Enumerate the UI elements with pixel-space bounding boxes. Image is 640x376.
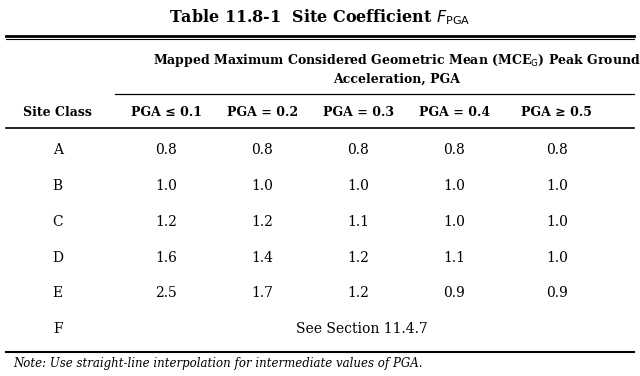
Text: Acceleration, PGA: Acceleration, PGA [333, 73, 460, 85]
Text: Table 11.8-1  Site Coefficient $\mathit{F}_{\mathrm{PGA}}$: Table 11.8-1 Site Coefficient $\mathit{F… [169, 7, 471, 27]
Text: 1.7: 1.7 [252, 286, 273, 300]
Text: Note: Use straight-line interpolation for intermediate values of PGA.: Note: Use straight-line interpolation fo… [13, 358, 422, 370]
Text: 1.0: 1.0 [348, 179, 369, 193]
Text: See Section 11.4.7: See Section 11.4.7 [296, 322, 428, 336]
Text: PGA = 0.3: PGA = 0.3 [323, 106, 394, 119]
Text: 1.6: 1.6 [156, 250, 177, 265]
Text: 0.8: 0.8 [348, 143, 369, 158]
Text: 1.1: 1.1 [348, 215, 369, 229]
Text: 1.0: 1.0 [444, 179, 465, 193]
Text: 1.2: 1.2 [348, 286, 369, 300]
Text: D: D [52, 250, 63, 265]
Text: F: F [52, 322, 63, 336]
Text: PGA = 0.4: PGA = 0.4 [419, 106, 490, 119]
Text: 1.2: 1.2 [156, 215, 177, 229]
Text: 0.8: 0.8 [252, 143, 273, 158]
Text: Site Class: Site Class [23, 106, 92, 119]
Text: E: E [52, 286, 63, 300]
Text: 0.9: 0.9 [444, 286, 465, 300]
Text: 0.9: 0.9 [546, 286, 568, 300]
Text: 1.2: 1.2 [348, 250, 369, 265]
Text: A: A [52, 143, 63, 158]
Text: 1.0: 1.0 [546, 179, 568, 193]
Text: 2.5: 2.5 [156, 286, 177, 300]
Text: 1.0: 1.0 [252, 179, 273, 193]
Text: 1.4: 1.4 [252, 250, 273, 265]
Text: PGA ≥ 0.5: PGA ≥ 0.5 [522, 106, 592, 119]
Text: 1.2: 1.2 [252, 215, 273, 229]
Text: 1.0: 1.0 [156, 179, 177, 193]
Text: 1.0: 1.0 [546, 250, 568, 265]
Text: B: B [52, 179, 63, 193]
Text: 1.1: 1.1 [444, 250, 465, 265]
Text: PGA ≤ 0.1: PGA ≤ 0.1 [131, 106, 202, 119]
Text: 0.8: 0.8 [156, 143, 177, 158]
Text: Mapped Maximum Considered Geometric Mean (MCE$_{\mathrm{G}}$) Peak Ground: Mapped Maximum Considered Geometric Mean… [153, 52, 640, 69]
Text: 0.8: 0.8 [546, 143, 568, 158]
Text: PGA = 0.2: PGA = 0.2 [227, 106, 298, 119]
Text: 1.0: 1.0 [546, 215, 568, 229]
Text: 1.0: 1.0 [444, 215, 465, 229]
Text: C: C [52, 215, 63, 229]
Text: 0.8: 0.8 [444, 143, 465, 158]
